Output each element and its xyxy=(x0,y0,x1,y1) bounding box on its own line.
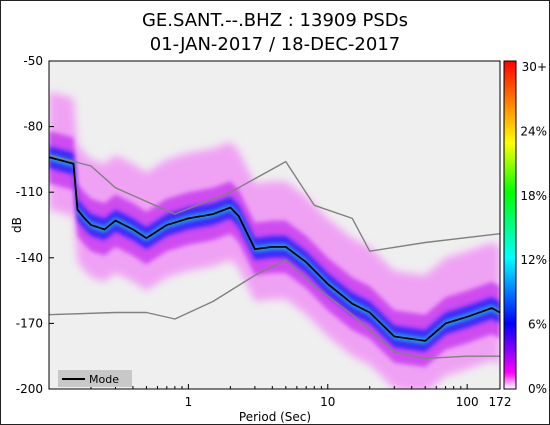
x-axis-label: Period (Sec) xyxy=(239,410,311,424)
y-tick-label: -80 xyxy=(23,120,43,134)
psd-series-lines xyxy=(49,156,500,342)
y-axis-ticks: -50 -80 -110 -140 -170 -200 xyxy=(16,54,54,396)
chart-subtitle: 01-JAN-2017 / 18-DEC-2017 xyxy=(150,34,401,55)
colorbar-tick-label: 18% xyxy=(520,189,547,203)
colorbar-tick-label: 6% xyxy=(528,318,547,332)
y-tick-label: -170 xyxy=(16,316,43,330)
y-tick-label: -50 xyxy=(23,54,43,68)
legend-box xyxy=(58,370,132,387)
mode-line xyxy=(49,156,500,342)
noise-model-lines xyxy=(49,154,500,360)
noise-model-high-line xyxy=(49,154,500,252)
colorbar-tick-label: 0% xyxy=(528,382,547,396)
y-axis-label: dB xyxy=(10,217,24,233)
x-tick-label: 1 xyxy=(185,395,193,409)
x-tick-label: 100 xyxy=(456,395,479,409)
y-tick-label: -140 xyxy=(16,251,43,265)
plot-frame xyxy=(48,60,501,390)
y-tick-label: -200 xyxy=(16,382,43,396)
y-tick-label: -110 xyxy=(16,185,43,199)
noise-model-low-line xyxy=(49,259,500,360)
colorbar-tick-label: 30+ xyxy=(522,60,547,74)
colorbar-ticks: 0% 6% 12% 18% 24% 30+ xyxy=(520,60,547,396)
chart-title: GE.SANT.--.BHZ : 13909 PSDs xyxy=(142,10,408,31)
density-band-peak xyxy=(49,153,500,345)
psd-density xyxy=(49,91,500,389)
colorbar xyxy=(503,60,517,390)
colorbar-tick-label: 24% xyxy=(520,124,547,138)
legend: Mode xyxy=(58,370,132,387)
x-axis-ticks: 1 10 100 172 xyxy=(90,384,512,409)
x-tick-label: 10 xyxy=(320,395,335,409)
colorbar-tick-label: 12% xyxy=(520,253,547,267)
x-tick-label: 172 xyxy=(489,395,512,409)
legend-label-mode: Mode xyxy=(89,373,119,386)
